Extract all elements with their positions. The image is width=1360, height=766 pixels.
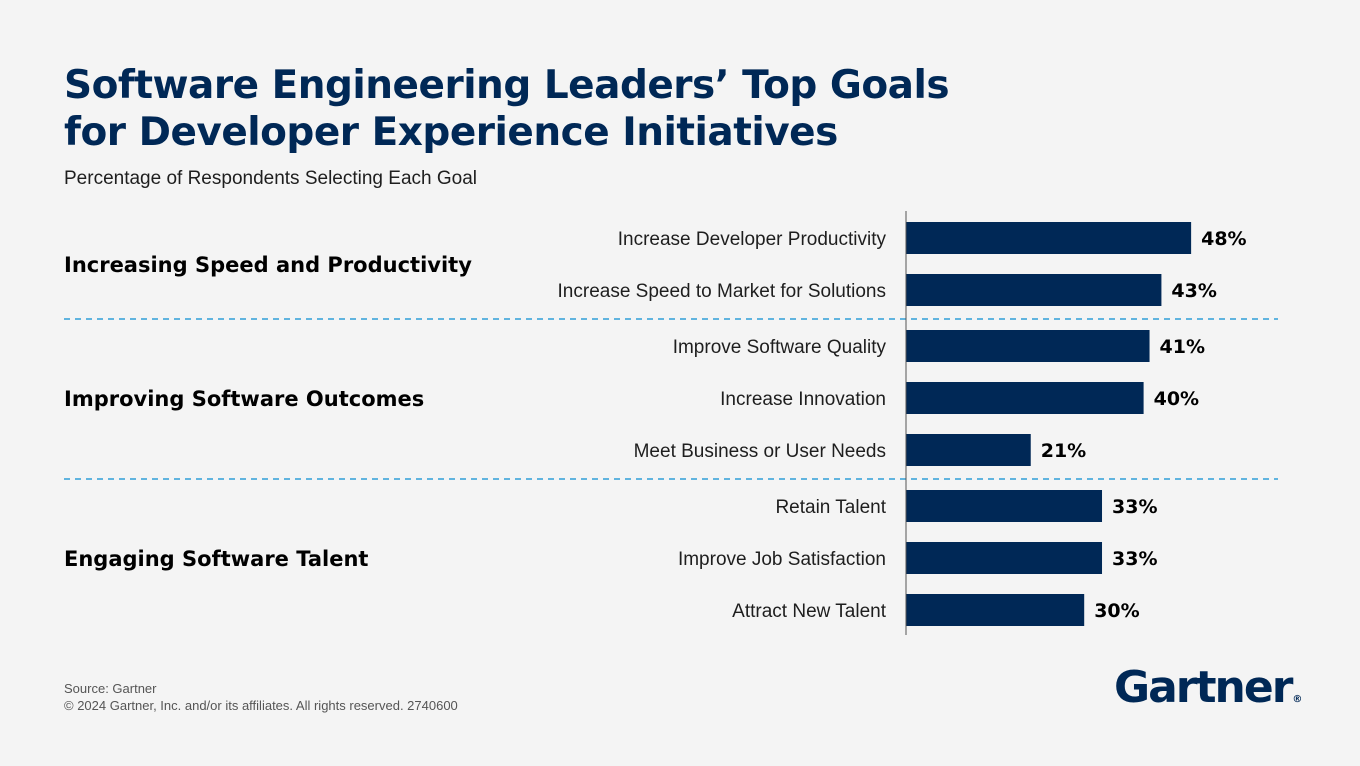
source-note: Source: Gartner xyxy=(64,681,157,696)
group-label: Increasing Speed and Productivity xyxy=(64,253,472,277)
logo-wordmark: Gartner xyxy=(1114,662,1293,713)
bar xyxy=(906,222,1192,254)
category-label: Increase Developer Productivity xyxy=(618,229,887,250)
category-label: Increase Innovation xyxy=(720,389,886,410)
value-label: 30% xyxy=(1094,600,1139,622)
category-label: Attract New Talent xyxy=(732,601,887,622)
bar xyxy=(906,490,1103,522)
category-label: Increase Speed to Market for Solutions xyxy=(558,281,886,302)
chart-subtitle: Percentage of Respondents Selecting Each… xyxy=(64,168,477,189)
value-label: 43% xyxy=(1171,280,1216,302)
footer: Source: Gartner © 2024 Gartner, Inc. and… xyxy=(64,680,458,714)
value-label: 33% xyxy=(1112,496,1157,518)
value-label: 21% xyxy=(1041,440,1086,462)
value-label: 40% xyxy=(1154,388,1199,410)
category-label: Improve Software Quality xyxy=(673,337,887,358)
bar xyxy=(906,382,1144,414)
group-label: Engaging Software Talent xyxy=(64,547,368,571)
category-label: Meet Business or User Needs xyxy=(634,441,886,462)
bar xyxy=(906,594,1085,626)
bar xyxy=(906,542,1103,574)
category-label: Retain Talent xyxy=(775,497,886,518)
value-label: 33% xyxy=(1112,548,1157,570)
gartner-logo: Gartner® xyxy=(1114,662,1302,713)
bar xyxy=(906,330,1150,362)
bar xyxy=(906,274,1162,306)
chart-title: Software Engineering Leaders’ Top Goals … xyxy=(64,62,1064,156)
value-label: 48% xyxy=(1201,228,1246,250)
category-label: Improve Job Satisfaction xyxy=(678,549,886,570)
registered-mark: ® xyxy=(1292,694,1303,705)
chart-title-line-2: for Developer Experience Initiatives xyxy=(64,110,838,155)
copyright-note: © 2024 Gartner, Inc. and/or its affiliat… xyxy=(64,698,458,713)
bar xyxy=(906,434,1031,466)
group-label: Improving Software Outcomes xyxy=(64,387,424,411)
value-label: 41% xyxy=(1160,336,1205,358)
chart-title-line-1: Software Engineering Leaders’ Top Goals xyxy=(64,63,950,108)
